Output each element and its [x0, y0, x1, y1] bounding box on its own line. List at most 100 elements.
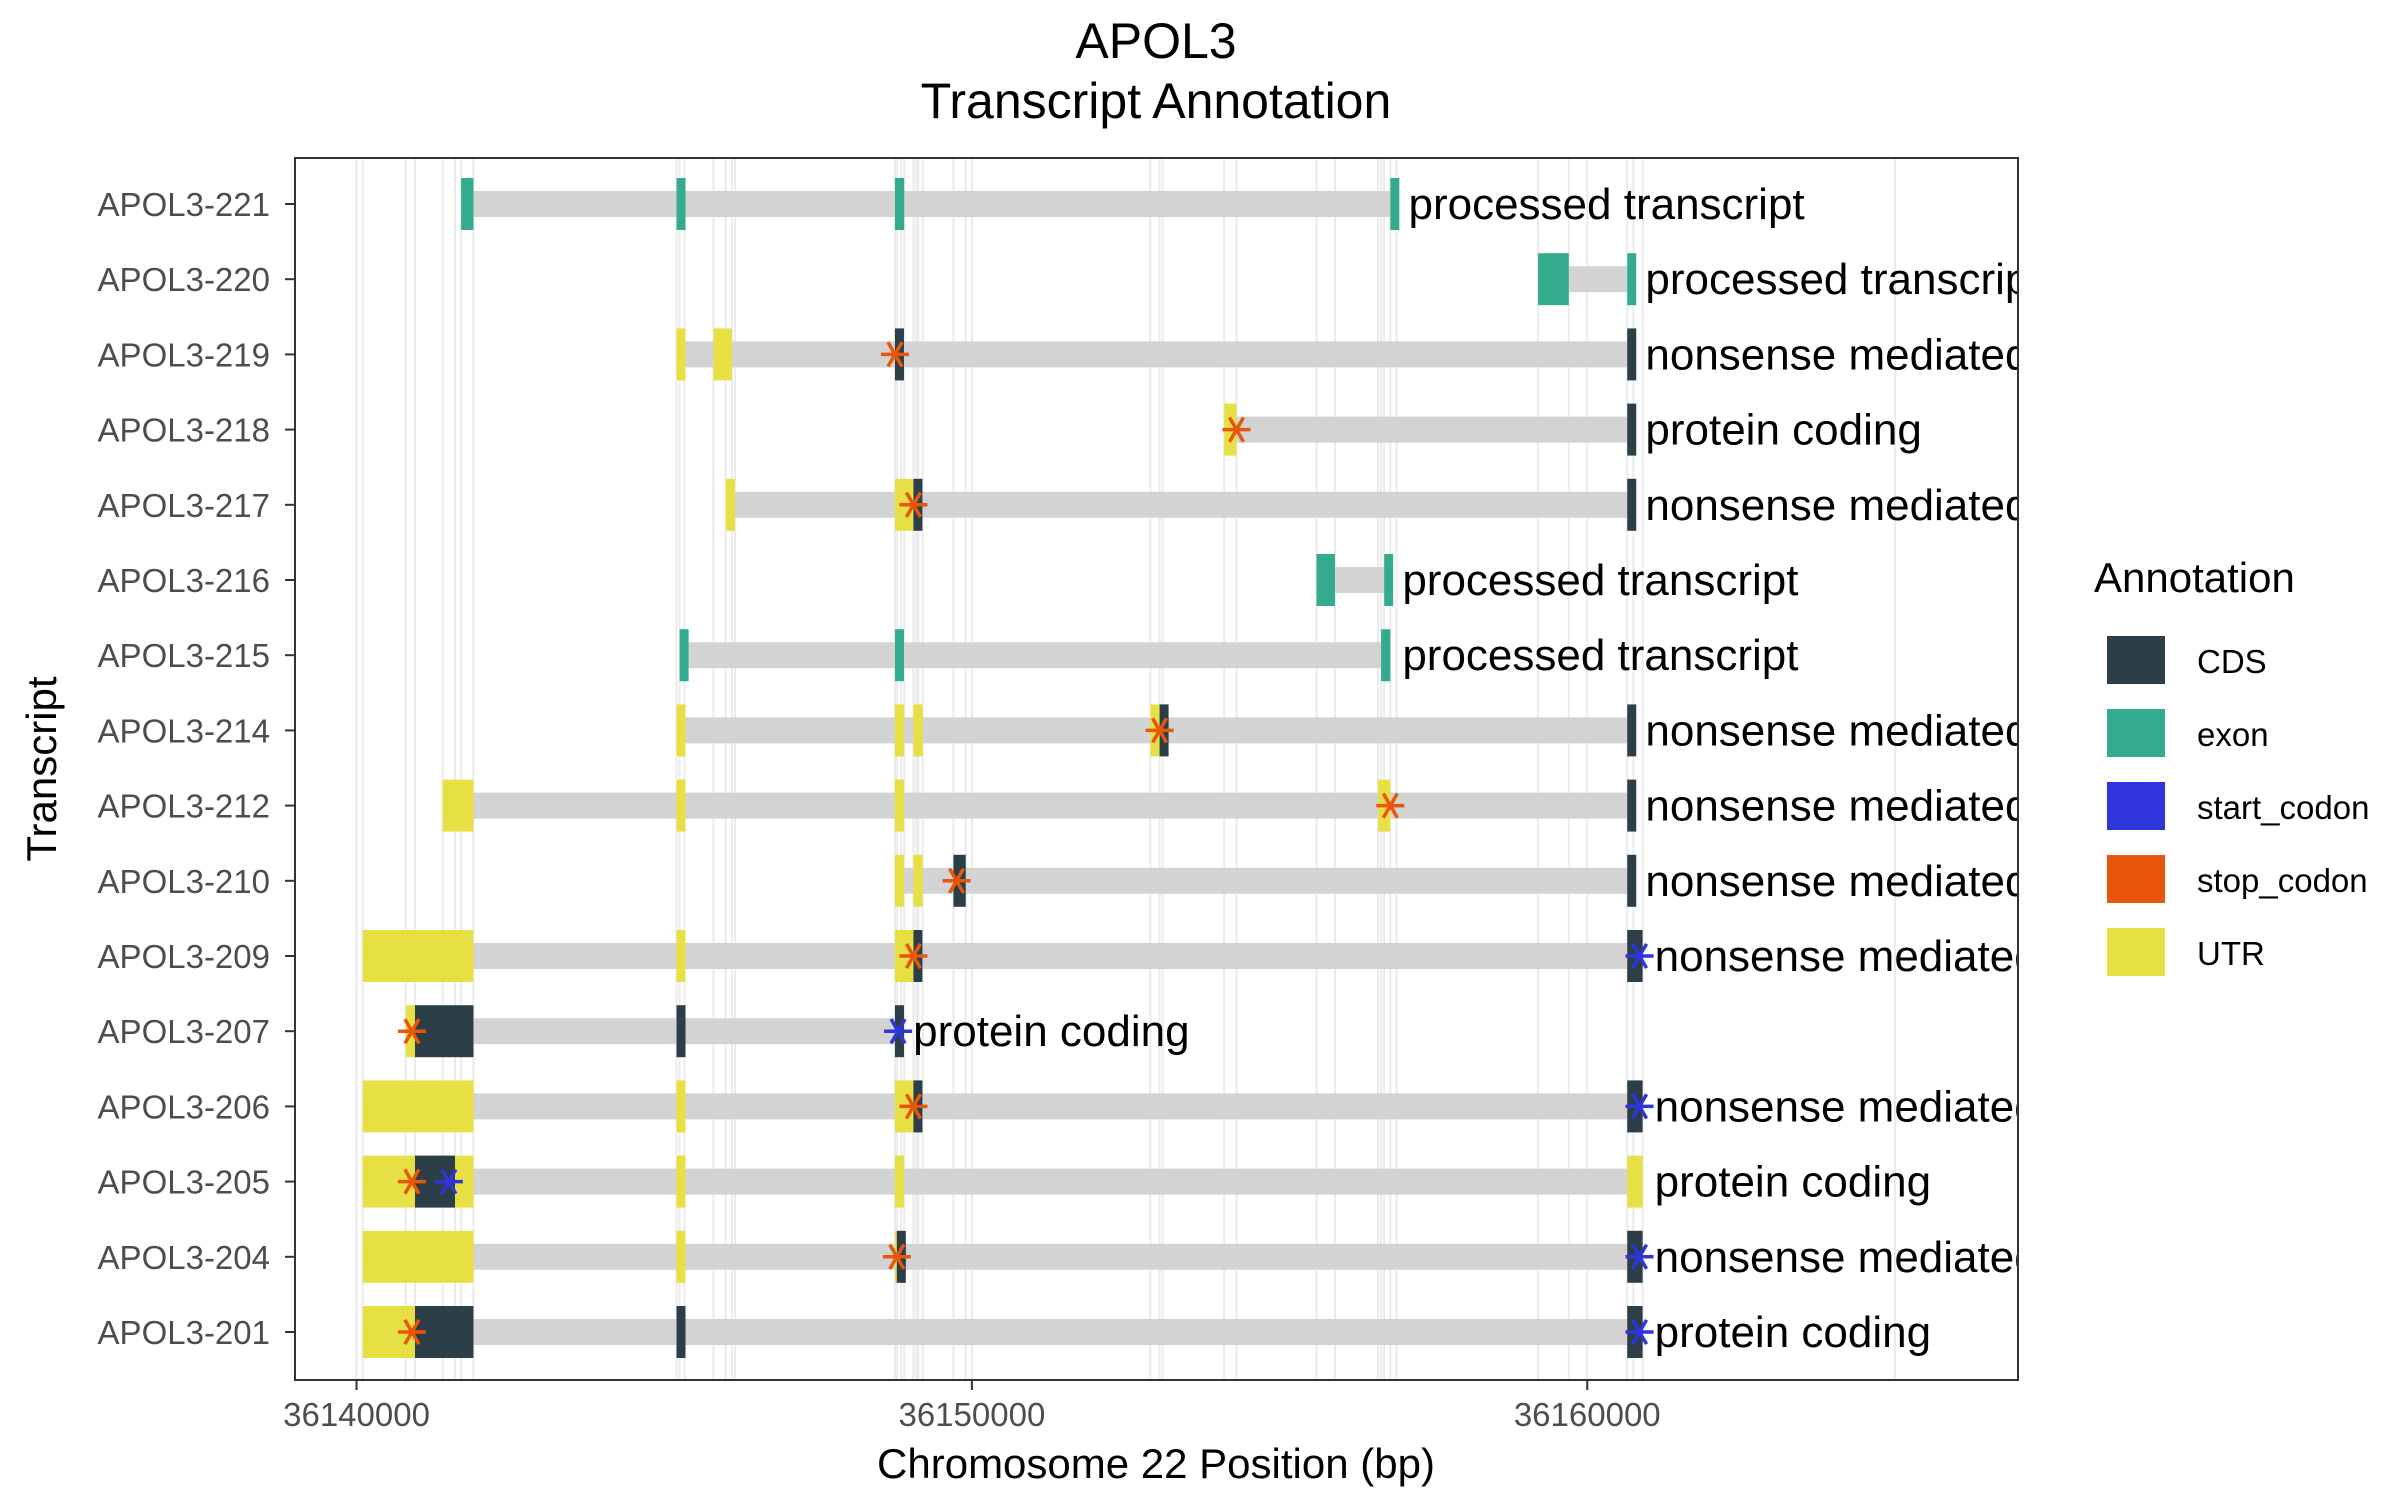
intron-bars	[362, 191, 1643, 1345]
plot-panel-border	[294, 157, 2019, 1381]
y-tick-label: APOL3-206	[98, 1088, 270, 1125]
utr-block	[676, 1080, 686, 1133]
exon-block	[894, 178, 905, 230]
exon-block	[894, 629, 904, 682]
utr-block	[676, 1230, 686, 1283]
y-axis-title: Transcript	[18, 676, 65, 861]
x-axis-ticks: 36140000 36150000 36160000	[283, 1380, 1661, 1433]
codon-markers	[397, 341, 1654, 1345]
exon-block	[461, 178, 474, 230]
transcript-type-label: nonsense mediated decay	[1655, 932, 2169, 981]
stop-codon-marker	[899, 491, 928, 518]
exon-block	[1627, 253, 1637, 306]
y-tick-label: APOL3-204	[98, 1239, 270, 1276]
intron-bar	[405, 1018, 902, 1045]
transcript-type-label: nonsense mediated decay	[1645, 706, 2159, 755]
start-codon-marker	[1625, 1319, 1654, 1345]
y-tick-label: APOL3-216	[98, 562, 270, 599]
transcript-type-label: nonsense mediated decay	[1645, 857, 2159, 906]
transcript-type-label: processed transcript	[1402, 631, 1798, 680]
x-tick-label: 36140000	[283, 1396, 430, 1433]
transcript-type-label: protein coding	[1655, 1158, 1931, 1207]
exon-block	[676, 178, 686, 230]
exon-block	[1538, 253, 1569, 306]
utr-block	[676, 328, 686, 381]
cds-block	[1627, 704, 1637, 757]
legend-title: Annotation	[2094, 554, 2295, 601]
cds-block	[1627, 779, 1637, 832]
utr-block	[362, 930, 474, 982]
transcript-type-label: protein coding	[913, 1007, 1189, 1056]
utr-block	[894, 854, 904, 907]
cds-block	[1627, 403, 1637, 456]
intron-bar	[362, 1319, 1643, 1345]
intron-bar	[725, 491, 1634, 518]
stop-codon-marker	[899, 1093, 928, 1120]
legend-label: start_codon	[2197, 789, 2369, 826]
y-tick-label: APOL3-217	[98, 487, 270, 524]
transcript-type-label: processed transcript	[1402, 556, 1798, 605]
y-axis-ticks: APOL3-221 APOL3-220 APOL3-219 APOL3-218 APOL…	[98, 186, 295, 1351]
cds-block	[1627, 478, 1637, 531]
utr-block	[725, 478, 735, 531]
intron-bar	[442, 792, 1634, 819]
utr-block	[894, 704, 905, 757]
y-tick-label: APOL3-218	[98, 412, 270, 449]
chart-title: APOL3	[1075, 13, 1236, 69]
start-codon-marker	[1625, 1243, 1654, 1270]
x-tick-label: 36160000	[1514, 1396, 1661, 1433]
feature-blocks	[362, 178, 1643, 1358]
stop-codon-marker	[1145, 717, 1174, 744]
intron-bar	[1224, 416, 1634, 443]
start-codon-marker	[434, 1168, 463, 1195]
utr-block	[894, 779, 904, 832]
intron-bar	[362, 1168, 1643, 1195]
transcript-type-label: nonsense mediated decay	[1645, 481, 2159, 530]
cds-block	[1627, 854, 1637, 907]
exon-block	[1390, 178, 1400, 230]
legend-key-utr	[2107, 928, 2165, 976]
chart-subtitle: Transcript Annotation	[921, 73, 1392, 129]
y-tick-label: APOL3-210	[98, 863, 270, 900]
legend-label: exon	[2197, 716, 2269, 753]
legend-key-cds	[2107, 636, 2165, 684]
y-tick-label: APOL3-221	[98, 186, 270, 223]
legend-label: stop_codon	[2197, 862, 2368, 899]
start-codon-marker	[884, 1018, 913, 1045]
transcript-type-label: protein coding	[1655, 1308, 1931, 1357]
stop-codon-marker	[899, 943, 928, 969]
legend-label: UTR	[2197, 935, 2265, 972]
exon-block	[1316, 554, 1335, 606]
stop-codon-marker	[882, 1243, 911, 1270]
intron-bar	[362, 1243, 1643, 1270]
start-codon-marker	[1625, 943, 1654, 969]
utr-block	[362, 1230, 474, 1283]
stop-codon-marker	[942, 867, 971, 894]
y-tick-label: APOL3-214	[98, 712, 270, 749]
cds-block	[1627, 328, 1637, 381]
intron-bar	[362, 1093, 1643, 1120]
legend-key-exon	[2107, 709, 2165, 757]
y-tick-label: APOL3-205	[98, 1164, 270, 1201]
utr-block	[1627, 1155, 1643, 1208]
utr-block	[676, 930, 686, 982]
stop-codon-marker	[397, 1168, 426, 1195]
transcript-type-label: nonsense mediated decay	[1645, 782, 2159, 831]
utr-block	[454, 1155, 474, 1208]
y-tick-label: APOL3-201	[98, 1314, 270, 1351]
cds-block	[676, 1005, 686, 1058]
legend-label: CDS	[2197, 643, 2267, 680]
intron-bar	[362, 943, 1643, 969]
exon-block	[679, 629, 689, 682]
y-tick-label: APOL3-215	[98, 637, 270, 674]
transcript-type-label: protein coding	[1645, 406, 1921, 455]
legend-key-start-codon	[2107, 782, 2165, 830]
utr-block	[676, 704, 686, 757]
transcript-type-label: nonsense mediated decay	[1655, 1233, 2169, 1282]
utr-block	[913, 854, 923, 907]
intron-bar	[894, 867, 1634, 894]
transcript-type-labels: processed transcript processed transcript…	[913, 180, 2169, 1357]
transcript-type-label: nonsense mediated decay	[1655, 1082, 2169, 1131]
start-codon-marker	[1625, 1093, 1654, 1120]
